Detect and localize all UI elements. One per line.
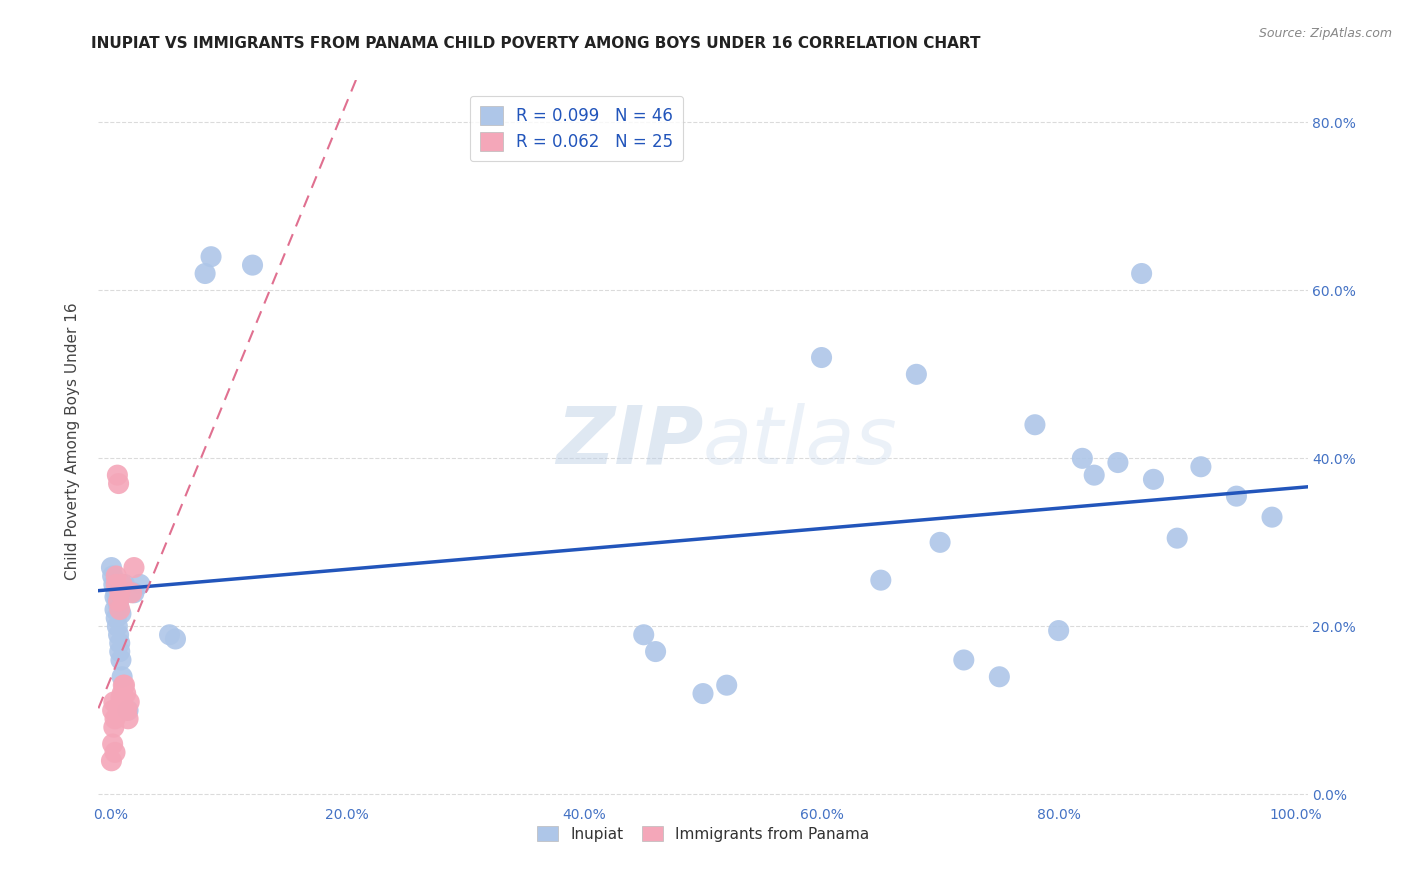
Point <box>810 351 832 365</box>
Point <box>115 703 138 717</box>
Point <box>114 687 136 701</box>
Point <box>1083 468 1105 483</box>
Point <box>114 577 136 591</box>
Point <box>1130 267 1153 281</box>
Point <box>104 590 127 604</box>
Point <box>105 594 128 608</box>
Point <box>1189 459 1212 474</box>
Point <box>905 368 928 382</box>
Text: Source: ZipAtlas.com: Source: ZipAtlas.com <box>1258 27 1392 40</box>
Point <box>108 602 131 616</box>
Point <box>118 695 141 709</box>
Point <box>101 737 124 751</box>
Point <box>105 468 128 483</box>
Point <box>1047 624 1070 638</box>
Point <box>110 653 132 667</box>
Point <box>692 687 714 701</box>
Point <box>644 644 666 658</box>
Point <box>108 586 131 600</box>
Point <box>1225 489 1247 503</box>
Point <box>200 250 222 264</box>
Point <box>107 599 129 613</box>
Text: ZIP: ZIP <box>555 402 703 481</box>
Point <box>111 670 134 684</box>
Point <box>111 687 134 701</box>
Point <box>103 720 125 734</box>
Point <box>122 560 145 574</box>
Text: INUPIAT VS IMMIGRANTS FROM PANAMA CHILD POVERTY AMONG BOYS UNDER 16 CORRELATION : INUPIAT VS IMMIGRANTS FROM PANAMA CHILD … <box>91 36 981 51</box>
Point <box>988 670 1011 684</box>
Point <box>929 535 952 549</box>
Point <box>121 586 143 600</box>
Point <box>101 703 124 717</box>
Point <box>107 594 129 608</box>
Point <box>103 695 125 709</box>
Point <box>111 577 134 591</box>
Point <box>101 569 124 583</box>
Point <box>107 628 129 642</box>
Point <box>1142 472 1164 486</box>
Point <box>105 586 128 600</box>
Y-axis label: Child Poverty Among Boys Under 16: Child Poverty Among Boys Under 16 <box>65 302 80 581</box>
Point <box>122 586 145 600</box>
Point <box>112 678 135 692</box>
Point <box>108 644 131 658</box>
Point <box>159 628 181 642</box>
Point <box>1024 417 1046 432</box>
Point <box>117 712 139 726</box>
Point <box>114 678 136 692</box>
Point <box>1107 456 1129 470</box>
Point <box>110 690 132 705</box>
Point <box>107 476 129 491</box>
Point <box>105 577 128 591</box>
Point <box>104 745 127 759</box>
Point <box>105 569 128 583</box>
Point <box>716 678 738 692</box>
Point <box>633 628 655 642</box>
Point <box>100 754 122 768</box>
Point <box>104 712 127 726</box>
Point <box>110 607 132 621</box>
Text: atlas: atlas <box>703 402 898 481</box>
Point <box>194 267 217 281</box>
Point <box>1261 510 1284 524</box>
Point <box>105 619 128 633</box>
Point <box>108 636 131 650</box>
Point <box>952 653 974 667</box>
Point <box>165 632 187 646</box>
Point <box>1071 451 1094 466</box>
Legend: Inupiat, Immigrants from Panama: Inupiat, Immigrants from Panama <box>529 818 877 849</box>
Point <box>129 577 152 591</box>
Point <box>104 602 127 616</box>
Point <box>103 577 125 591</box>
Point <box>117 703 139 717</box>
Point <box>1166 531 1188 545</box>
Point <box>242 258 264 272</box>
Point <box>100 560 122 574</box>
Point <box>105 611 128 625</box>
Point <box>869 573 891 587</box>
